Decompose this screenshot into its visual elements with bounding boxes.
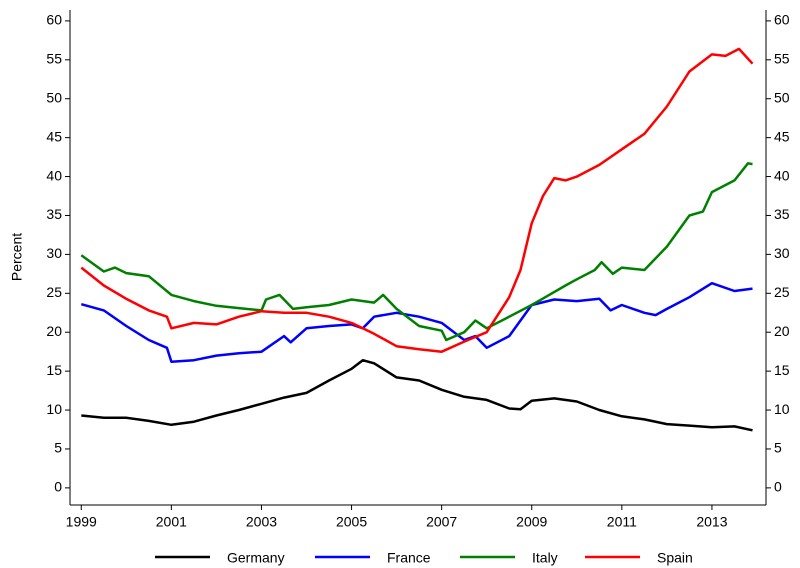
x-tick-label: 2013: [696, 514, 727, 530]
y2-tick-label: 10: [774, 401, 790, 417]
y-tick-label: 15: [46, 362, 62, 378]
y2-tick-label: 15: [774, 362, 790, 378]
y-tick-label: 10: [46, 401, 62, 417]
y2-tick-label: 5: [774, 440, 782, 456]
y-tick-label: 30: [46, 245, 62, 261]
y2-tick-label: 20: [774, 323, 790, 339]
legend-label: Italy: [532, 550, 558, 566]
y2-tick-label: 50: [774, 89, 790, 105]
y2-tick-label: 55: [774, 51, 790, 67]
y-axis-label: Percent: [9, 233, 25, 281]
y-tick-label: 50: [46, 89, 62, 105]
y2-tick-label: 30: [774, 245, 790, 261]
legend-label: Germany: [227, 550, 285, 566]
y2-tick-label: 40: [774, 167, 790, 183]
legend-label: France: [387, 550, 431, 566]
y2-tick-label: 45: [774, 128, 790, 144]
x-tick-label: 2005: [336, 514, 367, 530]
y2-tick-label: 25: [774, 284, 790, 300]
y-tick-label: 20: [46, 323, 62, 339]
x-tick-label: 2007: [426, 514, 457, 530]
series-line: [80, 281, 753, 364]
y-tick-label: 55: [46, 51, 62, 67]
y-tick-label: 35: [46, 206, 62, 222]
y-tick-label: 25: [46, 284, 62, 300]
y2-tick-label: 35: [774, 206, 790, 222]
y-tick-label: 45: [46, 128, 62, 144]
series-line: [80, 47, 754, 353]
legend-label: Spain: [657, 550, 693, 566]
y-tick-label: 60: [46, 12, 62, 28]
x-tick-label: 1999: [66, 514, 97, 530]
y-tick-label: 0: [54, 479, 62, 495]
y-tick-label: 5: [54, 440, 62, 456]
series-line: [80, 162, 753, 342]
x-tick-label: 2011: [607, 514, 637, 530]
series-line: [81, 358, 753, 432]
y2-tick-label: 0: [774, 479, 782, 495]
x-tick-label: 2001: [156, 514, 187, 530]
x-tick-label: 2003: [246, 514, 277, 530]
x-tick-label: 2009: [516, 514, 547, 530]
y-tick-label: 40: [46, 167, 62, 183]
y2-tick-label: 60: [774, 12, 790, 28]
